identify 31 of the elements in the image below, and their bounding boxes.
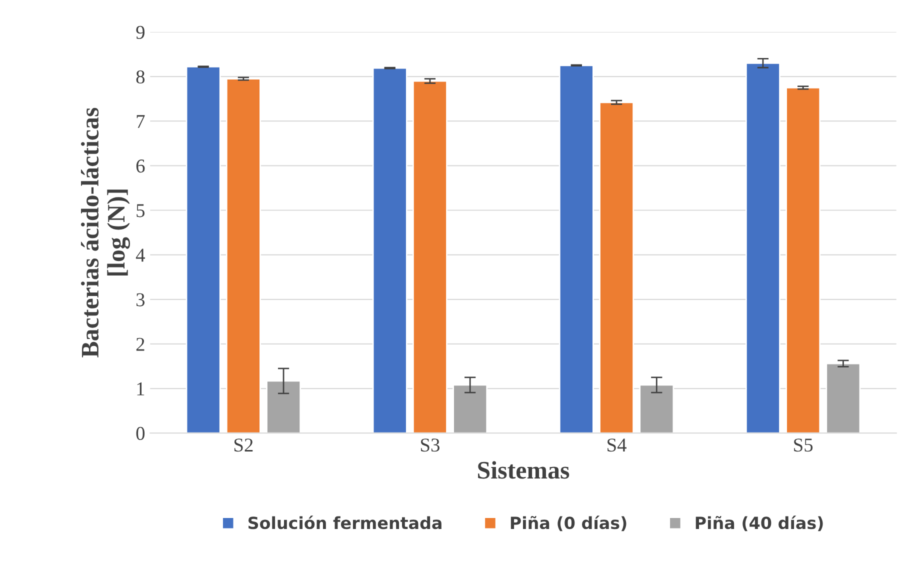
x-tick-label: S3: [421, 438, 440, 452]
y-tick-label: 5: [136, 204, 145, 218]
bar: [226, 78, 261, 434]
y-tick-label: 2: [136, 338, 144, 351]
legend-label: Piña (0 días): [510, 516, 626, 532]
y-axis-title: Bacterias ácido-lácticas [log (N)]: [80, 108, 130, 358]
x-tick-label: S5: [794, 438, 813, 452]
x-axis-title: Sistemas: [478, 461, 570, 479]
bar: [826, 362, 861, 434]
bar: [266, 380, 302, 434]
y-tick-label: 8: [136, 70, 145, 84]
y-tick-label: 3: [136, 293, 145, 306]
bar: [452, 384, 488, 434]
bar: [639, 384, 674, 434]
legend-label: Solución fermentada: [248, 516, 442, 530]
bar: [599, 102, 634, 434]
y-tick-label: 7: [136, 115, 145, 128]
y-tick-label: 6: [136, 160, 145, 173]
y-tick-label: 1: [137, 382, 144, 396]
legend-label: Piña (40 días): [696, 516, 823, 532]
y-tick-label: 0: [136, 426, 145, 440]
y-tick-label: 9: [136, 26, 144, 39]
bar: [558, 64, 594, 434]
bar: [372, 67, 408, 434]
x-tick-label: S4: [608, 438, 626, 452]
bar: [745, 62, 780, 434]
y-tick-label: 4: [136, 248, 145, 262]
bar: [786, 86, 821, 434]
x-tick-label: S2: [234, 438, 253, 452]
bar: [412, 80, 448, 434]
bar: [186, 66, 221, 434]
